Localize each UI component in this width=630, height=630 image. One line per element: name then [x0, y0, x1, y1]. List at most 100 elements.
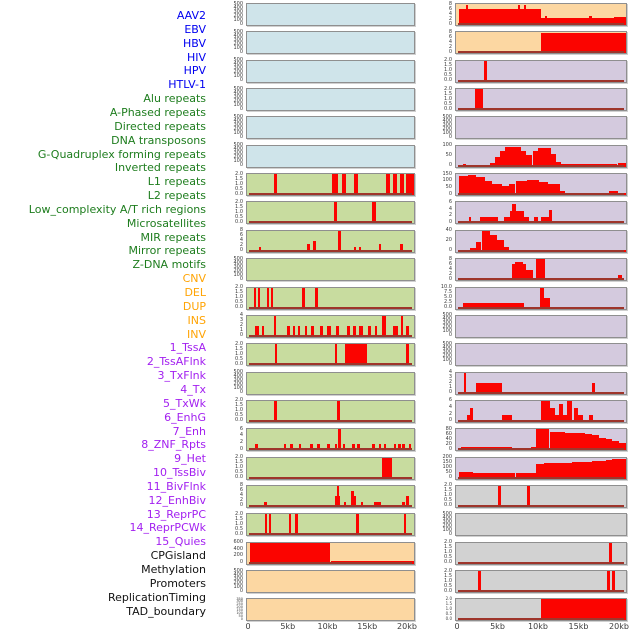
track-label-13-reprpc: 13_ReprPC: [146, 507, 206, 521]
data-bar: [312, 241, 316, 252]
y-tick-label: 8: [239, 482, 243, 489]
y-tick-label: 500: [233, 85, 243, 92]
zero-baseline: [457, 193, 625, 196]
track-label-microsatellites: Microsatellites: [126, 216, 206, 230]
track-panel-alu-repeats: [246, 173, 415, 197]
y-tick-label: 350: [236, 596, 243, 601]
x-axis-tick-label-left: 10kb: [317, 622, 338, 630]
zero-baseline: [248, 448, 413, 451]
data-bar: [338, 429, 341, 451]
y-tick-label: 0.0: [235, 304, 243, 310]
data-bar: [298, 444, 302, 451]
data-bar: [478, 571, 481, 592]
track-label-z-dna-motifs: Z-DNA motifs: [132, 258, 206, 272]
track-label-alu-repeats: Alu repeats: [143, 92, 206, 106]
data-bar: [287, 326, 290, 337]
y-tick-label: 300: [233, 150, 243, 157]
track-label-dup: DUP: [182, 299, 206, 313]
track-panel-low-complexity-a-t-rich-regions: [246, 399, 415, 423]
y-tick-label: 0: [448, 48, 452, 55]
data-bar: [317, 444, 320, 451]
y-tick-label: 4: [448, 205, 452, 212]
y-tick-label: 2.0: [235, 170, 243, 177]
y-tick-label: 0.5: [444, 100, 452, 107]
y-tick-label: 300: [233, 36, 243, 43]
track-panel-15-quies: [455, 456, 627, 480]
y-tick-label: 0: [448, 389, 452, 396]
y-tick-label: 1.5: [235, 515, 243, 522]
y-tick-label: 1.0: [444, 549, 452, 556]
x-axis-tick-label-right: 10kb: [528, 622, 548, 630]
area-segment: [500, 151, 506, 167]
y-tick-label: 500: [442, 340, 452, 347]
y-tick-label: 2.0: [444, 57, 452, 64]
area-segment: [459, 472, 473, 479]
data-bar: [501, 414, 513, 422]
zero-baseline: [457, 419, 625, 422]
data-bar: [543, 298, 551, 309]
data-bar: [558, 404, 564, 422]
y-tick-label: 200: [233, 12, 243, 19]
y-tick-label: 100: [233, 158, 243, 165]
area-segment: [495, 157, 501, 167]
y-tick-label: 0: [448, 445, 452, 452]
y-tick-label: 100: [233, 73, 243, 80]
data-bar: [253, 287, 257, 309]
data-bar: [592, 383, 596, 394]
zero-baseline: [457, 51, 625, 54]
data-bar: [541, 400, 550, 422]
track-label-2-tssaflnk: 2_TssAFlnk: [146, 355, 206, 369]
track-label-aav2: AAV2: [176, 9, 206, 22]
y-tick-label: 6: [448, 260, 452, 267]
y-tick-label: 300: [233, 93, 243, 100]
y-tick-label: 6: [239, 425, 243, 432]
y-tick-label: 2: [239, 439, 243, 446]
track-panel-l1-repeats: [246, 343, 415, 367]
data-bar: [479, 217, 499, 224]
data-bar: [540, 287, 544, 309]
track-panel-5-txwk: [455, 173, 627, 197]
data-bar: [283, 444, 287, 451]
y-tick-label: 150: [442, 170, 452, 177]
track-label-ebv: EBV: [184, 22, 206, 36]
track-label-low-complexity-a-t-rich-regions: Low_complexity A/T rich regions: [28, 202, 206, 216]
data-bar: [320, 326, 323, 337]
y-tick-label: 6: [448, 397, 452, 404]
track-panel-htlv-1: [246, 144, 415, 168]
track-label-tad-boundary: TAD_boundary: [126, 604, 206, 618]
area-segment: [473, 472, 490, 479]
track-panel-hbv: [246, 59, 415, 83]
y-tick-label: 0.5: [444, 554, 452, 561]
y-tick-label: 0.5: [235, 412, 243, 419]
track-panel-11-bivflnk: [455, 343, 627, 367]
y-tick-label: 0: [239, 20, 243, 27]
area-segment: [459, 176, 468, 196]
data-bar: [406, 496, 410, 507]
area-segment: [551, 153, 557, 167]
track-label-methylation: Methylation: [141, 563, 206, 576]
track-label-inverted-repeats: Inverted repeats: [114, 161, 206, 175]
y-tick-label: 150: [236, 608, 243, 613]
y-tick-label: 2.0: [235, 284, 243, 290]
data-bar: [288, 514, 292, 536]
y-tick-label: 500: [233, 113, 243, 120]
data-bar: [338, 230, 341, 252]
data-bar: [467, 414, 473, 422]
track-label-hbv: HBV: [182, 36, 206, 50]
y-tick-label: 4: [239, 312, 243, 319]
y-tick-label: 100: [233, 16, 243, 23]
y-tick-label: 300: [442, 518, 452, 525]
y-tick-label: 1.5: [235, 289, 243, 295]
zero-baseline: [248, 561, 413, 564]
y-tick-label: 500: [233, 255, 243, 262]
y-tick-label: 1.5: [235, 175, 243, 182]
y-tick-label: 0.5: [235, 355, 243, 362]
zero-baseline: [457, 278, 625, 281]
y-tick-label: 200: [442, 454, 452, 461]
y-tick-label: 4: [448, 369, 452, 376]
data-bar: [574, 407, 579, 422]
y-tick-label: 0.5: [235, 299, 243, 305]
y-tick-label: 6: [448, 198, 452, 205]
area-segment: [589, 15, 592, 25]
zero-baseline: [457, 249, 625, 252]
